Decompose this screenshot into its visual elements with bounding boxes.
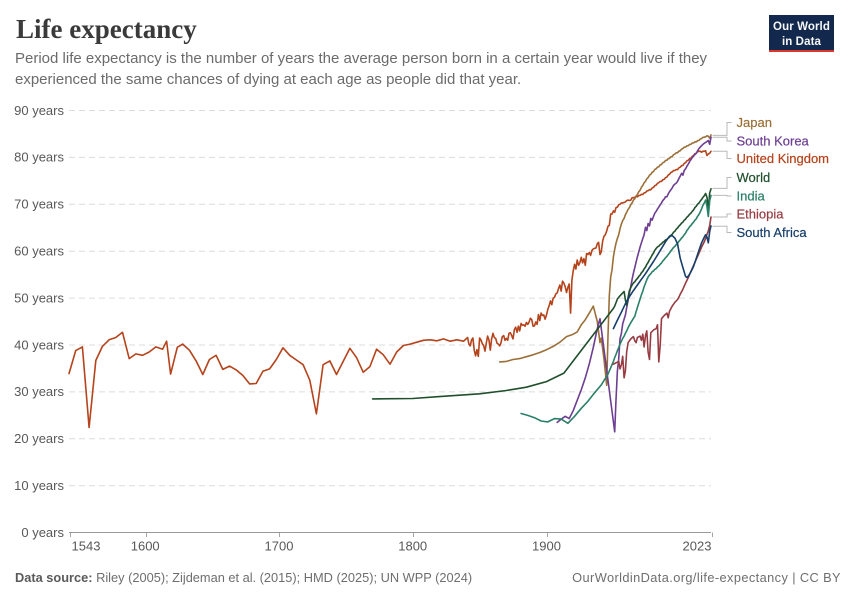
svg-text:50 years: 50 years: [14, 290, 64, 305]
svg-text:South Korea: South Korea: [737, 134, 810, 149]
svg-text:World: World: [737, 170, 771, 185]
svg-text:Japan: Japan: [737, 115, 772, 130]
svg-text:1700: 1700: [265, 539, 294, 554]
svg-text:60 years: 60 years: [14, 244, 64, 259]
svg-text:United Kingdom: United Kingdom: [737, 151, 830, 166]
svg-text:1600: 1600: [131, 539, 160, 554]
svg-text:India: India: [737, 189, 766, 204]
svg-text:70 years: 70 years: [14, 197, 64, 212]
svg-text:30 years: 30 years: [14, 384, 64, 399]
svg-text:South Africa: South Africa: [737, 225, 808, 240]
svg-text:80 years: 80 years: [14, 150, 64, 165]
svg-text:0 years: 0 years: [21, 525, 64, 540]
svg-text:10 years: 10 years: [14, 478, 64, 493]
svg-text:90 years: 90 years: [14, 103, 64, 118]
svg-text:40 years: 40 years: [14, 337, 64, 352]
svg-text:20 years: 20 years: [14, 431, 64, 446]
svg-text:2023: 2023: [683, 539, 712, 554]
svg-text:Ethiopia: Ethiopia: [737, 207, 785, 222]
svg-text:1543: 1543: [72, 539, 101, 554]
svg-text:1900: 1900: [532, 539, 561, 554]
svg-text:1800: 1800: [398, 539, 427, 554]
